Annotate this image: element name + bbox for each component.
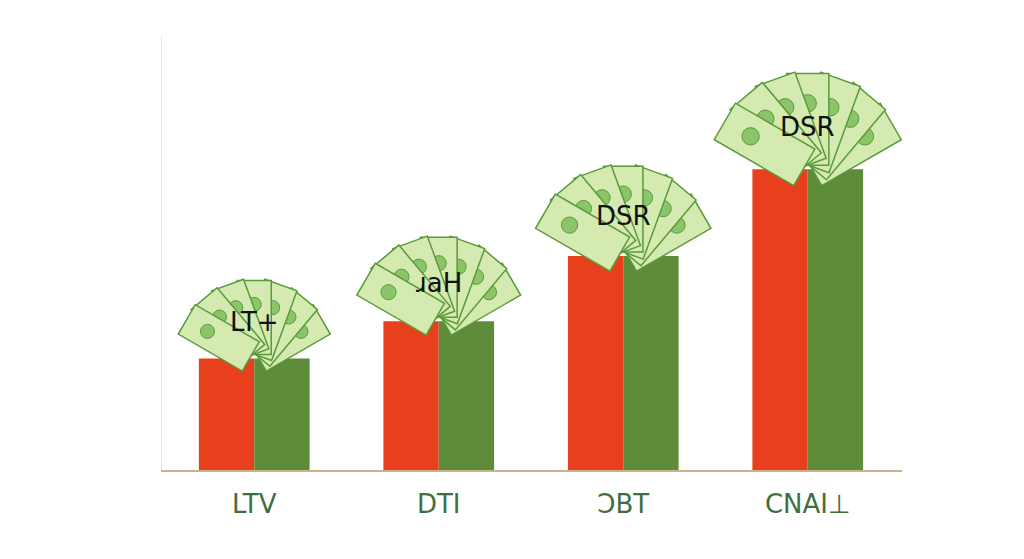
svg-text:LTV: LTV [232,489,277,519]
svg-text:ƆBT: ƆBT [597,489,649,519]
svg-text:DSR: DSR [780,112,835,142]
svg-text:DSR: DSR [596,201,651,231]
svg-text:LT+: LT+ [230,307,279,337]
svg-text:DTI: DTI [417,489,461,519]
svg-text:ɹaH: ɹaH [416,268,462,298]
svg-text:CNAI⊥: CNAI⊥ [765,489,851,519]
